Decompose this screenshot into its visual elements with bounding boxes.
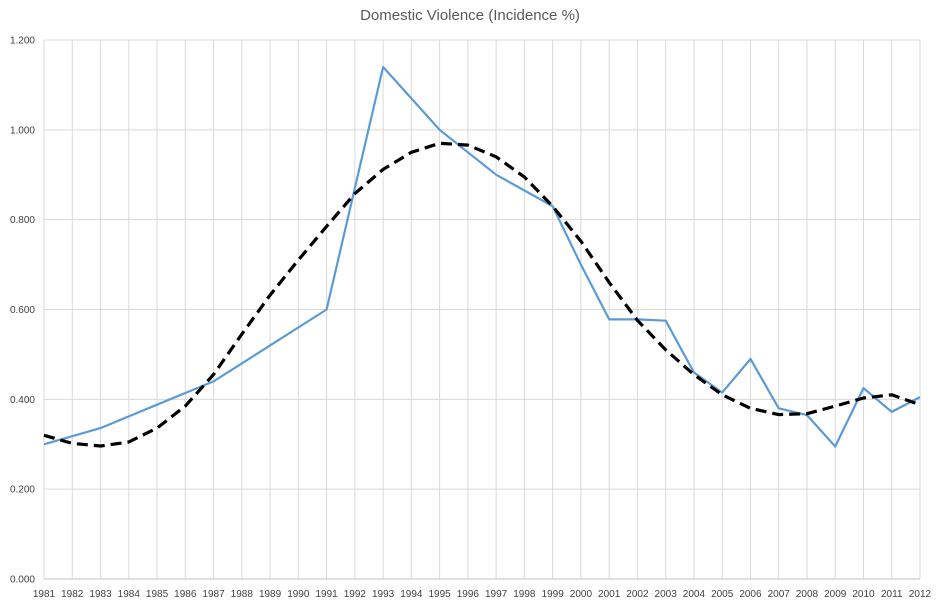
x-tick-label: 1988: [231, 589, 254, 600]
x-tick-label: 2007: [768, 589, 791, 600]
x-tick-label: 1996: [457, 589, 480, 600]
x-tick-label: 1987: [202, 589, 225, 600]
gridlines: [43, 39, 921, 580]
y-tick-label: 1.200: [10, 36, 35, 47]
x-tick-label: 1992: [344, 589, 367, 600]
x-tick-label: 2004: [683, 589, 706, 600]
y-tick-label: 0.800: [10, 215, 35, 226]
x-tick-label: 2011: [881, 589, 903, 600]
x-tick-label: 1985: [146, 589, 169, 600]
x-tick-label: 1983: [89, 589, 112, 600]
y-tick-label: 1.000: [10, 125, 35, 136]
x-tick-label: 2010: [852, 589, 875, 600]
x-tick-label: 1984: [118, 589, 141, 600]
x-tick-label: 1982: [61, 589, 84, 600]
x-tick-label: 1998: [513, 589, 536, 600]
x-tick-label: 1990: [287, 589, 310, 600]
x-tick-label: 2002: [626, 589, 649, 600]
x-tick-label: 1994: [400, 589, 423, 600]
x-tick-label: 2001: [598, 589, 621, 600]
y-axis-ticks: 0.000 0.200 0.400 0.600 0.800 1.000 1.200: [10, 36, 35, 586]
y-tick-label: 0.200: [10, 485, 35, 496]
chart-title: Domestic Violence (Incidence %): [360, 7, 580, 24]
x-tick-label: 2012: [909, 589, 932, 600]
x-tick-label: 1981: [33, 589, 56, 600]
y-tick-label: 0.400: [10, 395, 35, 406]
y-tick-label: 0.000: [10, 575, 35, 586]
x-tick-label: 1999: [542, 589, 565, 600]
x-axis-ticks: 1981 1982 1983 1984 1985 1986 1987 1988 1989 1990…: [33, 589, 932, 600]
x-tick-label: 2000: [570, 589, 593, 600]
x-tick-label: 1991: [315, 589, 338, 600]
x-tick-label: 1986: [174, 589, 197, 600]
x-tick-label: 2009: [824, 589, 847, 600]
x-tick-label: 2005: [711, 589, 734, 600]
x-tick-label: 1995: [428, 589, 451, 600]
x-tick-label: 1989: [259, 589, 282, 600]
x-tick-label: 2006: [739, 589, 762, 600]
data-line-solid: [43, 65, 921, 448]
series-lines: [43, 65, 921, 448]
x-tick-label: 1993: [372, 589, 395, 600]
trend-line-dashed: [43, 141, 921, 448]
x-tick-label: 2003: [655, 589, 678, 600]
y-tick-label: 0.600: [10, 305, 35, 316]
x-tick-label: 2008: [796, 589, 819, 600]
x-tick-label: 1997: [485, 589, 508, 600]
